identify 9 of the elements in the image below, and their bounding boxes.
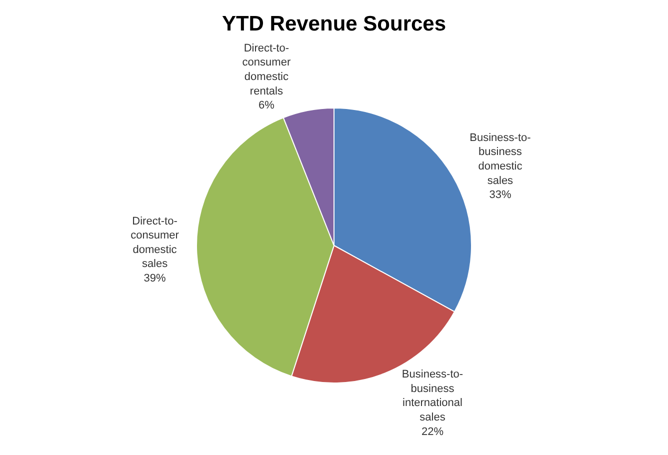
data-label: 33% (489, 189, 512, 202)
slice-label: Direct-to-consumer domestic rentals (242, 42, 291, 98)
chart-title: YTD Revenue Sources (222, 12, 446, 36)
slice-label: Business-to-business domestic sales (470, 132, 532, 187)
data-label: 6% (258, 100, 275, 112)
data-label: 22% (421, 426, 444, 438)
slice-label: Business-to-business international sales (402, 368, 464, 424)
slice-label: Direct-to-consumer domestic sales (130, 215, 180, 270)
data-label: 39% (144, 272, 166, 284)
